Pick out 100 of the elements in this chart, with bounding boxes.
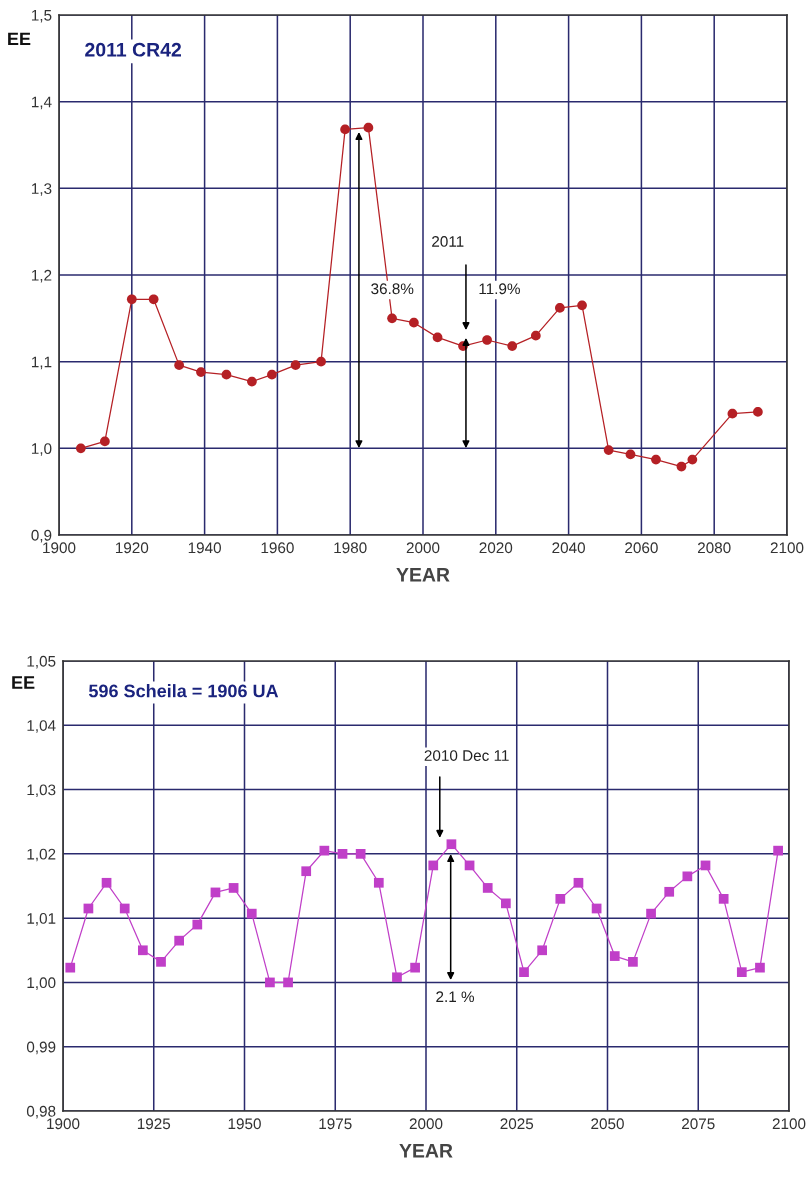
point [482,883,493,893]
point [603,445,614,455]
x-tick-label: 2000 [406,542,440,554]
x-axis-title: YEAR [396,568,450,582]
point [247,376,257,387]
point [628,957,638,967]
point [75,443,86,454]
x-tick-label: 1920 [115,542,149,554]
point [337,849,348,859]
point [101,877,112,888]
point [736,967,747,977]
y-tick-label: 1,2 [31,269,52,283]
text: 596 Scheila = 1906 UA [88,684,279,698]
point [301,866,312,877]
x-tick-label: 1900 [43,542,76,554]
point [148,294,159,305]
point [319,845,330,856]
point [573,877,584,888]
y-tick-label: 1,05 [27,655,56,669]
x-tick-label: 2040 [552,542,585,554]
x-tick-label: 2060 [625,542,658,554]
point [555,894,566,904]
point [755,962,765,973]
annotation: 2.1 % [436,991,475,1003]
y-axis-title: EE [12,676,35,689]
x-axis-title: YEAR [399,1144,453,1158]
point [646,908,656,919]
point [409,317,419,328]
y-tick-label: 1,01 [27,913,56,926]
point [664,886,675,897]
point [609,951,620,961]
x-tick-label: 1900 [47,1118,80,1130]
x-tick-label: 1980 [334,542,367,554]
point [283,977,293,988]
point [507,341,518,351]
y-axis-title: EE [8,32,31,46]
point [290,360,301,370]
x-tick-label: 1960 [261,542,294,554]
text: 2011 CR42 [85,42,181,57]
point [519,967,529,977]
point [432,332,443,343]
point [265,977,275,988]
point [340,124,350,135]
y-tick-label: 1,3 [31,183,52,196]
y-tick-label: 1,04 [27,720,56,733]
point [682,871,693,882]
point [718,894,729,904]
point [651,454,661,465]
y-tick-label: 0,99 [26,1041,56,1055]
point [221,369,232,380]
x-tick-label: 2075 [682,1118,715,1130]
y-tick-label: 1,03 [27,784,56,798]
x-tick-label: 2000 [409,1118,443,1130]
point [246,908,257,919]
annotation: 11.9% [479,283,520,295]
point [228,883,239,893]
x-tick-label: 1975 [319,1118,352,1130]
point [555,303,565,313]
y-tick-label: 0,9 [31,529,52,543]
point [428,860,439,871]
annotation: 36.8% [371,283,414,295]
x-tick-label: 2080 [697,542,731,554]
point [373,877,384,888]
point [392,972,402,983]
point [410,962,420,973]
point [687,454,698,465]
point [126,294,137,305]
point [577,300,587,311]
point [138,945,148,956]
point [387,313,397,324]
point [482,335,492,345]
point [501,898,511,909]
point [625,449,636,460]
y-tick-label: 1,00 [27,977,56,990]
point [192,919,203,930]
x-tick-label: 2025 [500,1118,534,1130]
point [753,407,763,417]
y-tick-label: 1,1 [31,356,52,370]
point [174,935,185,946]
point [196,367,206,377]
x-tick-label: 2020 [479,542,513,554]
point [537,945,548,956]
x-tick-label: 2100 [770,542,804,554]
point [446,839,457,850]
point [727,408,738,419]
y-tick-label: 1,5 [31,10,52,23]
x-tick-label: 1925 [137,1118,171,1130]
x-tick-label: 2100 [772,1118,806,1130]
point [156,957,166,967]
point [267,369,277,380]
y-tick-label: 1,02 [27,848,56,862]
y-tick-label: 1,0 [31,443,52,456]
x-tick-label: 1940 [188,542,221,554]
point [363,122,374,133]
x-tick-label: 2050 [591,1118,624,1130]
x-tick-label: 1950 [228,1118,261,1130]
point [355,849,366,859]
annotation: 2010 Dec 11 [424,750,509,761]
point [676,461,687,472]
point [65,962,76,973]
